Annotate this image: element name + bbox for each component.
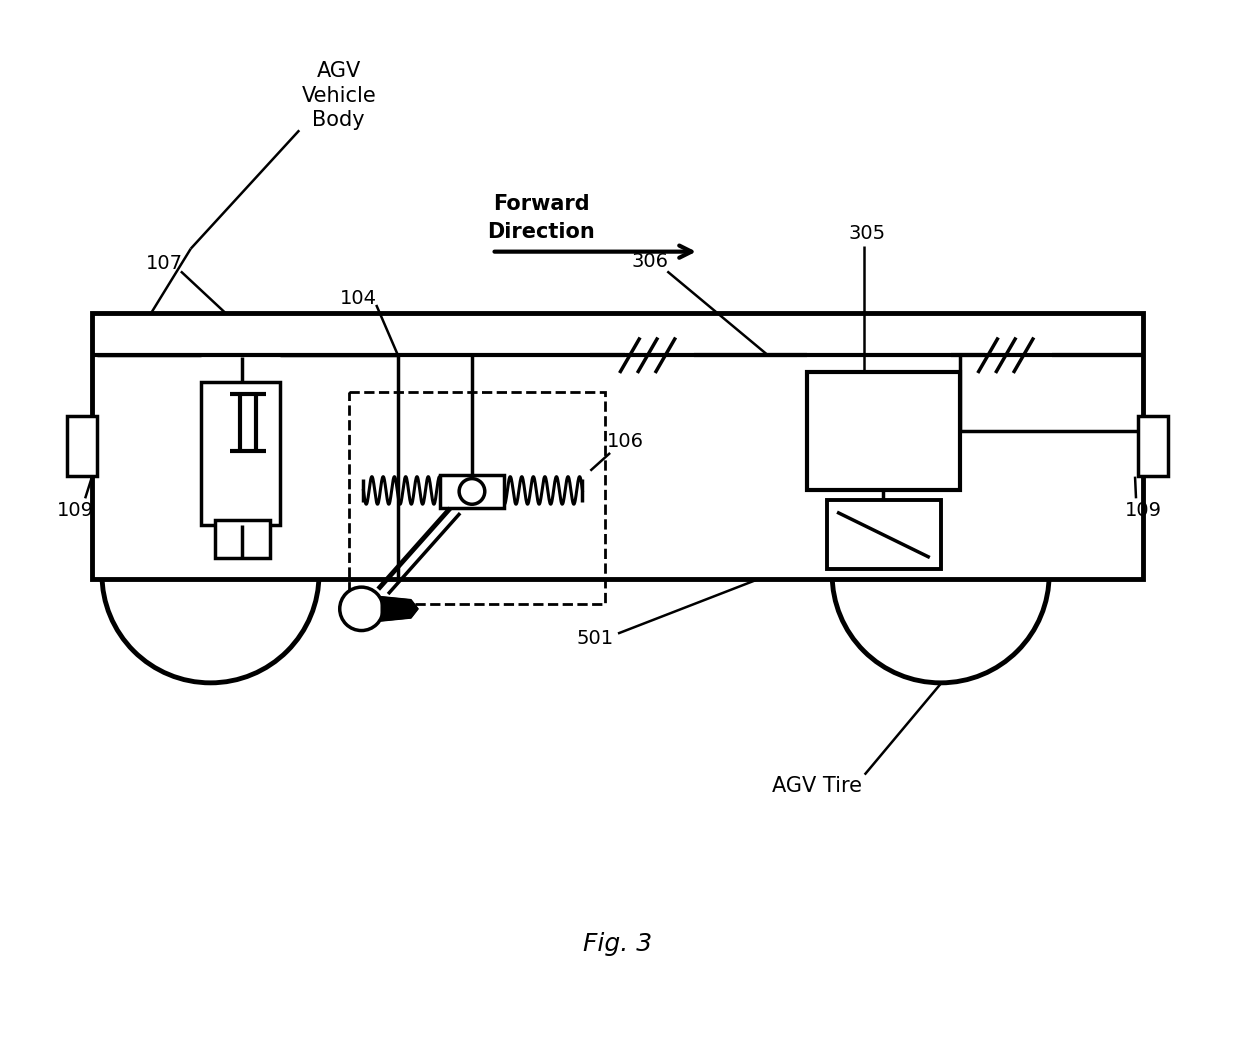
- Bar: [348, 392, 605, 604]
- Circle shape: [340, 587, 383, 631]
- Bar: [1137, 416, 1167, 476]
- Bar: [827, 500, 941, 569]
- Circle shape: [832, 465, 1050, 683]
- Text: Fig. 3: Fig. 3: [583, 932, 652, 956]
- Text: 106: 106: [606, 432, 643, 451]
- Text: Forward: Forward: [493, 195, 589, 214]
- Bar: [215, 520, 269, 558]
- Text: Body: Body: [312, 111, 366, 131]
- Text: AGV Tire: AGV Tire: [772, 776, 862, 796]
- Text: 109: 109: [1124, 501, 1161, 520]
- Bar: [93, 313, 1142, 579]
- Bar: [68, 416, 98, 476]
- Text: 104: 104: [340, 289, 377, 308]
- Circle shape: [103, 465, 319, 683]
- Bar: [200, 382, 279, 525]
- Bar: [441, 475, 504, 508]
- Bar: [808, 372, 961, 491]
- Polygon shape: [382, 597, 417, 620]
- Text: 109: 109: [57, 501, 94, 520]
- Text: 501: 501: [577, 629, 614, 647]
- Circle shape: [459, 479, 485, 504]
- Text: 306: 306: [631, 252, 668, 271]
- Text: 305: 305: [848, 225, 885, 244]
- Text: AGV: AGV: [316, 61, 361, 82]
- Text: 107: 107: [146, 254, 183, 273]
- Text: Direction: Direction: [487, 222, 595, 242]
- Text: Vehicle: Vehicle: [301, 86, 377, 106]
